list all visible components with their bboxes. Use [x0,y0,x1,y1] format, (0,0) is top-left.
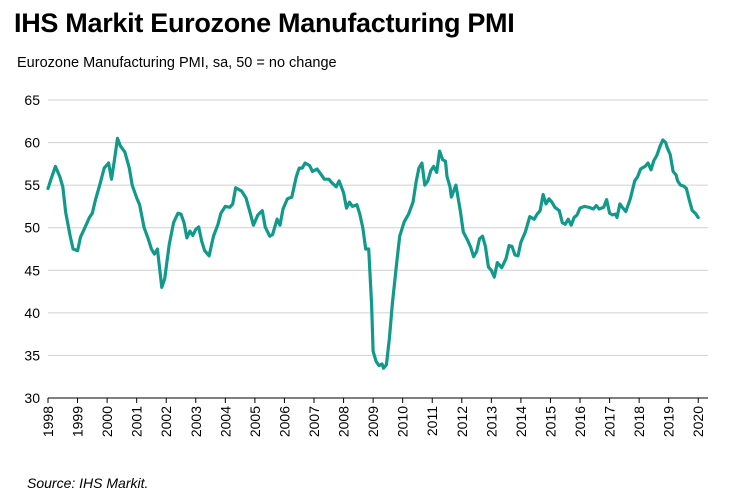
y-tick-label: 35 [24,347,40,363]
x-tick-label: 2009 [365,406,381,437]
x-tick-label: 2017 [602,406,618,437]
x-tick-label: 2002 [158,406,174,437]
x-tick-label: 2005 [247,406,263,437]
y-tick-label: 30 [24,390,40,406]
x-tick-label: 2010 [395,406,411,437]
x-tick-label: 2014 [513,406,529,437]
pmi-series-line [46,136,700,370]
x-tick-label: 2012 [454,406,470,437]
x-tick-label: 2001 [129,406,145,437]
y-tick-label: 40 [24,305,40,321]
y-tick-label: 50 [24,220,40,236]
x-tick-label: 2000 [99,406,115,437]
y-axis-tick-labels: 30 35 40 45 50 55 60 65 [24,92,40,406]
x-axis-tick-labels: 1998 1999 2000 2001 2002 2003 2004 2005 2006 2007… [40,406,706,437]
x-tick-label: 2003 [188,406,204,437]
x-tick-label: 2020 [690,406,706,437]
chart-subtitle: Eurozone Manufacturing PMI, sa, 50 = no … [17,55,337,71]
x-tick-label: 2019 [661,406,677,437]
x-tick-label: 2015 [542,406,558,437]
x-tick-label: 2007 [306,406,322,437]
y-tick-label: 60 [24,135,40,151]
x-tick-label: 2013 [483,406,499,437]
chart-title: IHS Markit Eurozone Manufacturing PMI [14,8,515,38]
y-tick-label: 65 [24,92,40,108]
x-tick-label: 1999 [70,406,86,437]
gridlines [48,99,708,356]
source-note: Source: IHS Markit. [27,475,149,491]
x-tick-label: 2006 [276,406,292,437]
y-tick-label: 45 [24,262,40,278]
x-tick-label: 2018 [631,406,647,437]
y-tick-label: 55 [24,177,40,193]
x-tick-label: 1998 [40,406,56,437]
x-axis-tick-marks [47,398,699,403]
x-tick-label: 2016 [572,406,588,437]
x-tick-label: 2011 [424,406,440,436]
x-tick-label: 2008 [336,406,352,437]
x-tick-label: 2004 [217,406,233,437]
